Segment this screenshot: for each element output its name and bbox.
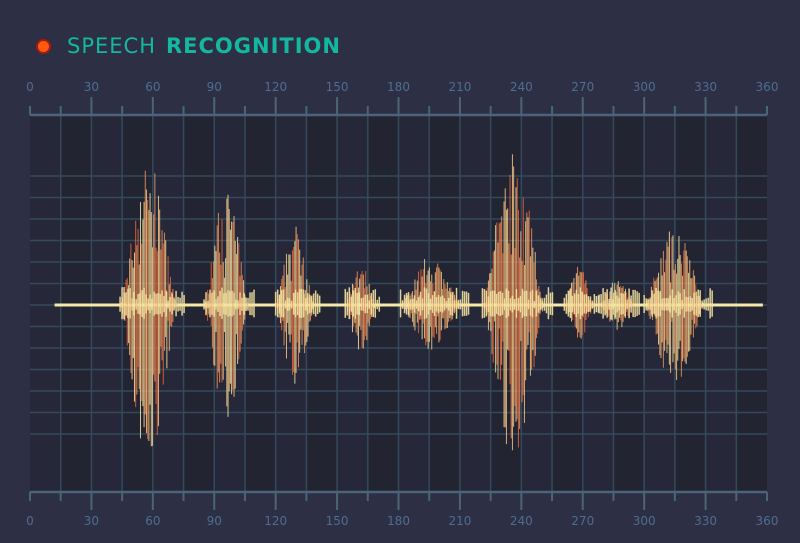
top-axis-label: 210 [448, 80, 471, 94]
bottom-axis-label: 0 [26, 514, 34, 528]
app-title: SPEECH RECOGNITION [36, 34, 341, 58]
top-axis-label: 120 [264, 80, 287, 94]
bottom-axis-label: 120 [264, 514, 287, 528]
bottom-axis-label: 360 [756, 514, 779, 528]
top-axis-label: 60 [145, 80, 160, 94]
bottom-axis-label: 210 [448, 514, 471, 528]
title-light: SPEECH [67, 34, 156, 58]
bottom-axis-label: 180 [387, 514, 410, 528]
top-axis-label: 330 [694, 80, 717, 94]
bottom-axis-label: 150 [326, 514, 349, 528]
top-axis-label: 240 [510, 80, 533, 94]
bottom-axis-label: 270 [571, 514, 594, 528]
top-axis-label: 0 [26, 80, 34, 94]
bottom-axis-label: 330 [694, 514, 717, 528]
bottom-axis-label: 300 [633, 514, 656, 528]
top-axis-label: 360 [756, 80, 779, 94]
top-axis-label: 180 [387, 80, 410, 94]
top-axis-label: 270 [571, 80, 594, 94]
top-axis-label: 30 [84, 80, 99, 94]
bottom-axis-label: 30 [84, 514, 99, 528]
top-axis-label: 150 [326, 80, 349, 94]
bottom-axis-label: 60 [145, 514, 160, 528]
bottom-axis-label: 240 [510, 514, 533, 528]
title-bold: RECOGNITION [166, 34, 341, 58]
top-axis-label: 90 [207, 80, 222, 94]
bottom-axis-label: 90 [207, 514, 222, 528]
recording-indicator-icon [36, 38, 51, 54]
top-axis-label: 300 [633, 80, 656, 94]
